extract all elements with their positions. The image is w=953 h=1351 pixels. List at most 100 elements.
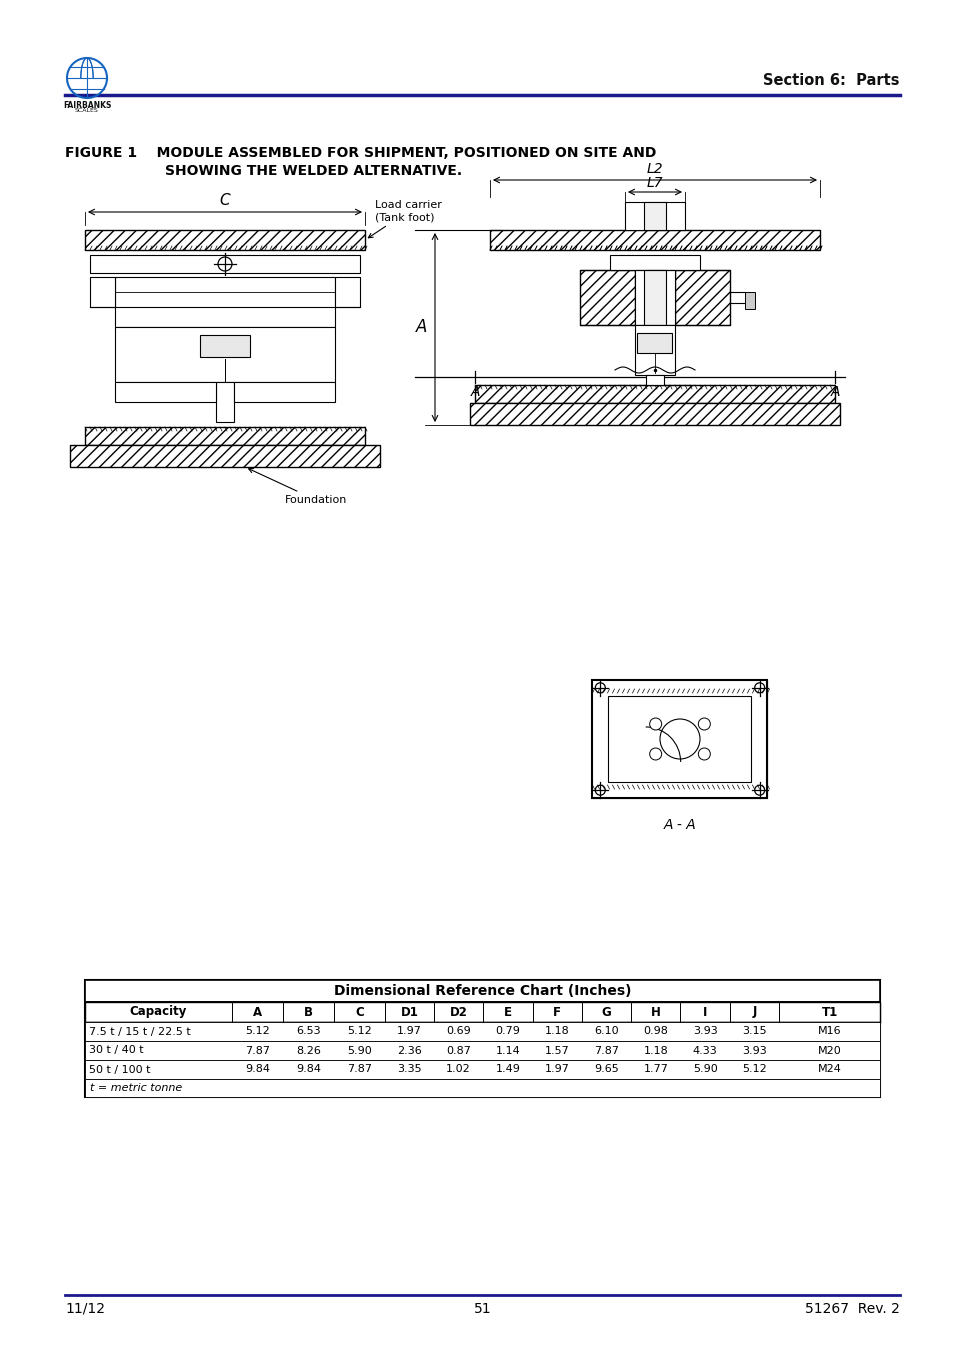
Bar [200, 335, 250, 357]
Bar [85, 1061, 879, 1079]
Bar [85, 1002, 879, 1021]
Text: H: H [650, 1005, 660, 1019]
Text: A: A [829, 385, 839, 399]
Text: 3.15: 3.15 [741, 1027, 766, 1036]
Bar [90, 277, 115, 307]
Text: 51: 51 [474, 1302, 491, 1316]
Text: 3.35: 3.35 [396, 1065, 421, 1074]
Bar [470, 403, 840, 426]
Text: F: F [553, 1005, 560, 1019]
Bar [645, 376, 663, 385]
Bar [637, 332, 672, 353]
Text: FIGURE 1    MODULE ASSEMBLED FOR SHIPMENT, POSITIONED ON SITE AND: FIGURE 1 MODULE ASSEMBLED FOR SHIPMENT, … [65, 146, 656, 159]
Text: 3.93: 3.93 [692, 1027, 717, 1036]
Text: SCALES: SCALES [75, 108, 99, 113]
Text: 0.69: 0.69 [446, 1027, 471, 1036]
Text: 6.53: 6.53 [295, 1027, 320, 1036]
Bar [624, 203, 684, 230]
Text: A - A: A - A [663, 817, 696, 832]
Bar [85, 1021, 879, 1042]
Text: 0.87: 0.87 [446, 1046, 471, 1055]
Bar [608, 696, 751, 782]
Bar [675, 270, 729, 326]
Text: 5.12: 5.12 [245, 1027, 270, 1036]
Text: 8.26: 8.26 [295, 1046, 320, 1055]
Text: 5.12: 5.12 [347, 1027, 372, 1036]
Bar [90, 255, 359, 273]
Text: T1: T1 [821, 1005, 837, 1019]
Bar [579, 270, 635, 326]
Text: A: A [470, 385, 479, 399]
Bar [643, 203, 665, 230]
Circle shape [649, 748, 661, 761]
Text: L2: L2 [646, 162, 662, 176]
Text: 51267  Rev. 2: 51267 Rev. 2 [804, 1302, 899, 1316]
Bar [115, 382, 215, 403]
Text: SHOWING THE WELDED ALTERNATIVE.: SHOWING THE WELDED ALTERNATIVE. [165, 163, 461, 178]
Text: M24: M24 [817, 1065, 841, 1074]
Bar [70, 444, 379, 467]
Text: G: G [601, 1005, 611, 1019]
Text: 1.18: 1.18 [642, 1046, 667, 1055]
Bar [115, 327, 335, 382]
Text: FAIRBANKS: FAIRBANKS [63, 101, 112, 109]
Text: 1.77: 1.77 [642, 1065, 667, 1074]
Text: 9.84: 9.84 [295, 1065, 320, 1074]
Text: D1: D1 [400, 1005, 417, 1019]
Text: Dimensional Reference Chart (Inches): Dimensional Reference Chart (Inches) [334, 984, 631, 998]
Bar [754, 693, 767, 785]
Bar [640, 711, 719, 767]
Bar [744, 292, 754, 308]
Bar [215, 382, 233, 422]
Text: 3.93: 3.93 [741, 1046, 766, 1055]
Bar [85, 1079, 879, 1097]
Text: Foundation: Foundation [249, 469, 347, 505]
Text: 50 t / 100 t: 50 t / 100 t [89, 1065, 151, 1074]
Text: 5.90: 5.90 [692, 1065, 717, 1074]
Text: 30 t / 40 t: 30 t / 40 t [89, 1046, 144, 1055]
Bar [609, 255, 700, 270]
Text: 0.98: 0.98 [642, 1027, 667, 1036]
Text: J: J [751, 1005, 756, 1019]
Text: L7: L7 [646, 176, 662, 190]
Bar [592, 693, 605, 785]
Text: 1.02: 1.02 [446, 1065, 471, 1074]
Text: 11/12: 11/12 [65, 1302, 105, 1316]
Text: 7.87: 7.87 [594, 1046, 618, 1055]
Bar [592, 785, 767, 798]
Text: A: A [253, 1005, 262, 1019]
Text: 6.10: 6.10 [594, 1027, 618, 1036]
Text: 1.57: 1.57 [544, 1046, 569, 1055]
Text: A: A [416, 319, 427, 336]
Polygon shape [204, 335, 246, 357]
Bar [635, 326, 675, 376]
Circle shape [649, 717, 661, 730]
Text: C: C [355, 1005, 363, 1019]
Text: t = metric tonne: t = metric tonne [90, 1084, 182, 1093]
Bar [335, 277, 359, 307]
Text: B: B [304, 1005, 313, 1019]
Bar [115, 277, 335, 327]
Text: 5.90: 5.90 [347, 1046, 372, 1055]
Text: 1.97: 1.97 [544, 1065, 569, 1074]
Bar [85, 1042, 879, 1061]
Text: 0.79: 0.79 [495, 1027, 519, 1036]
Bar [85, 979, 879, 1002]
Text: M20: M20 [817, 1046, 841, 1055]
Circle shape [698, 717, 710, 730]
Bar [643, 270, 665, 326]
Text: Section 6:  Parts: Section 6: Parts [762, 73, 899, 88]
Text: 7.87: 7.87 [346, 1065, 372, 1074]
Bar [85, 979, 879, 1097]
Circle shape [698, 748, 710, 761]
Text: 7.5 t / 15 t / 22.5 t: 7.5 t / 15 t / 22.5 t [89, 1027, 191, 1036]
Text: 9.65: 9.65 [594, 1065, 618, 1074]
Text: Load carrier
(Tank foot): Load carrier (Tank foot) [368, 200, 441, 238]
Bar [85, 230, 365, 250]
Text: E: E [503, 1005, 512, 1019]
Text: 1.49: 1.49 [495, 1065, 519, 1074]
Text: D2: D2 [449, 1005, 467, 1019]
Text: 2.36: 2.36 [396, 1046, 421, 1055]
Text: 5.12: 5.12 [741, 1065, 766, 1074]
Circle shape [659, 719, 700, 759]
